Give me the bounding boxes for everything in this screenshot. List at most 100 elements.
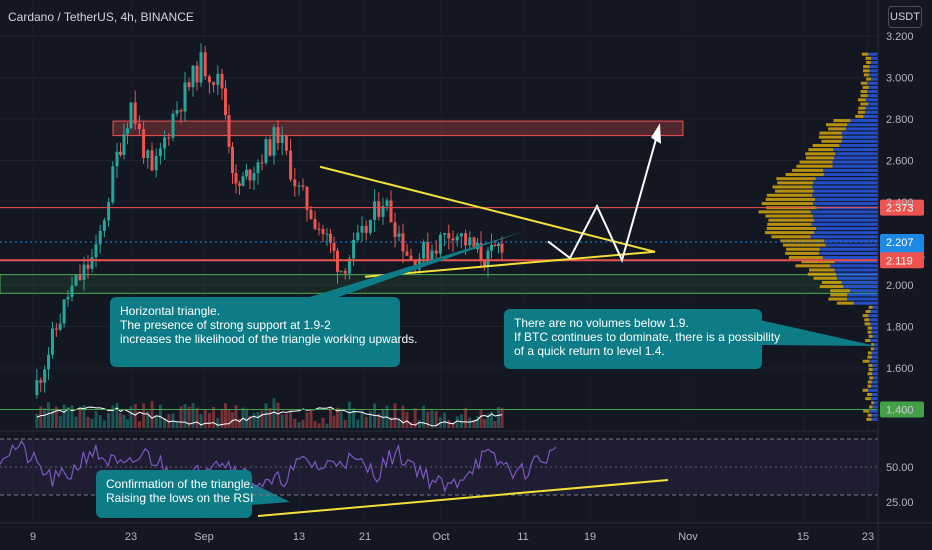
volume-profile-bar-down: [868, 334, 873, 338]
volume-profile-bar-up: [870, 60, 878, 64]
volume-bar: [405, 412, 409, 428]
volume-profile-bar-down: [857, 110, 865, 114]
volume-bar: [66, 407, 70, 428]
volume-bar: [325, 423, 329, 428]
volume-profile-bar-down: [792, 168, 824, 172]
volume-bar: [443, 412, 447, 428]
volume-profile-bar-down: [867, 384, 872, 388]
volume-bar: [381, 409, 385, 428]
volume-bar: [199, 414, 203, 428]
candle-body: [360, 225, 364, 233]
volume-profile-bar-up: [869, 65, 878, 69]
candle-body: [154, 155, 158, 171]
candle-body: [405, 251, 409, 256]
volume-profile-bar-up: [832, 160, 878, 164]
candle-body: [119, 151, 122, 155]
volume-bar: [301, 419, 305, 428]
currency-button[interactable]: USDT: [888, 6, 922, 28]
volume-profile-bar-down: [799, 160, 833, 164]
volume-profile-bar-down: [765, 197, 816, 201]
volume-bar: [472, 419, 476, 428]
volume-profile: [758, 52, 878, 421]
volume-profile-bar-down: [862, 85, 869, 89]
volume-profile-bar-up: [836, 272, 878, 276]
volume-bar: [203, 409, 207, 428]
candle-body: [107, 202, 111, 221]
price-tick-label: 1.600: [886, 363, 914, 375]
volume-profile-bar-up: [832, 164, 878, 168]
volume-profile-bar-down: [774, 189, 814, 193]
candle-body: [393, 222, 397, 237]
volume-profile-bar-down: [860, 94, 868, 98]
volume-bar: [39, 406, 43, 428]
volume-profile-bar-up: [867, 90, 878, 94]
triangle-note-pointer: [300, 232, 522, 300]
candle-body: [227, 115, 231, 147]
volume-bar: [434, 411, 438, 428]
volume-profile-bar-down: [771, 235, 811, 239]
triangle-note-callout: Horizontal triangle. The presence of str…: [110, 297, 418, 367]
candle-body: [82, 264, 86, 280]
volume-profile-bar-up: [811, 222, 878, 226]
volume-bar: [245, 409, 248, 428]
volume-bar: [122, 414, 126, 428]
volume-profile-bar-down: [780, 239, 825, 243]
volume-profile-bar-up: [847, 293, 878, 297]
volume-profile-bar-up: [834, 268, 878, 272]
volume-bar: [297, 422, 301, 428]
volume-bar: [86, 417, 90, 428]
volume-profile-bar-down: [813, 276, 837, 280]
chart-title: Cardano / TetherUS, 4h, BINANCE: [8, 10, 194, 24]
candle-body: [115, 151, 119, 167]
volume-bar: [280, 414, 284, 428]
candle-body: [54, 328, 58, 330]
volume-bar: [305, 412, 309, 428]
volume-bar: [260, 410, 264, 428]
volume-profile-bar-down: [865, 397, 871, 401]
candle-body: [343, 270, 347, 274]
volume-bar: [447, 419, 451, 428]
volume-bar: [35, 413, 39, 428]
candle-body: [260, 162, 264, 164]
candle-body: [111, 166, 115, 203]
volume-bar: [284, 413, 288, 428]
volume-profile-bar-up: [874, 343, 878, 347]
volume-profile-bar-up: [868, 314, 878, 318]
candle-body: [142, 129, 146, 159]
candle-body: [191, 65, 195, 88]
candle-body: [401, 233, 405, 252]
time-tick-label: 15: [797, 531, 809, 543]
volume-profile-bar-down: [801, 260, 835, 264]
volume-bar: [183, 404, 187, 428]
candle-body: [321, 229, 325, 235]
volume-profile-bar-up: [847, 123, 878, 127]
volume-bar: [191, 403, 195, 428]
volume-profile-bar-up: [810, 235, 878, 239]
candle-body: [199, 52, 203, 83]
volume-profile-bar-up: [871, 392, 878, 396]
triangle-note-line-2: The presence of strong support at 1.9-2: [120, 318, 331, 332]
volume-profile-bar-down: [761, 202, 814, 206]
volume-profile-bar-down: [862, 314, 869, 318]
time-tick-label: 19: [584, 531, 596, 543]
volume-profile-bar-up: [850, 289, 878, 293]
volume-profile-bar-down: [867, 330, 872, 334]
volume-profile-bar-up: [872, 334, 878, 338]
candle-body: [187, 82, 191, 88]
volume-bar: [493, 420, 497, 428]
candle-body: [183, 82, 187, 112]
rsi-line: [0, 439, 557, 494]
zones: [0, 120, 879, 294]
candle-body: [234, 173, 238, 184]
volume-profile-bar-up: [841, 131, 878, 135]
volume-bar: [238, 418, 241, 428]
candle-body: [430, 250, 434, 260]
volume-profile-bar-down: [830, 289, 851, 293]
volume-profile-bar-down: [864, 318, 870, 322]
volume-profile-bar-up: [871, 417, 878, 421]
volume-profile-bar-up: [835, 152, 878, 156]
volume-bar: [486, 414, 490, 428]
rsi-tick-label: 25.00: [886, 497, 914, 509]
volume-profile-bar-down: [863, 69, 870, 73]
